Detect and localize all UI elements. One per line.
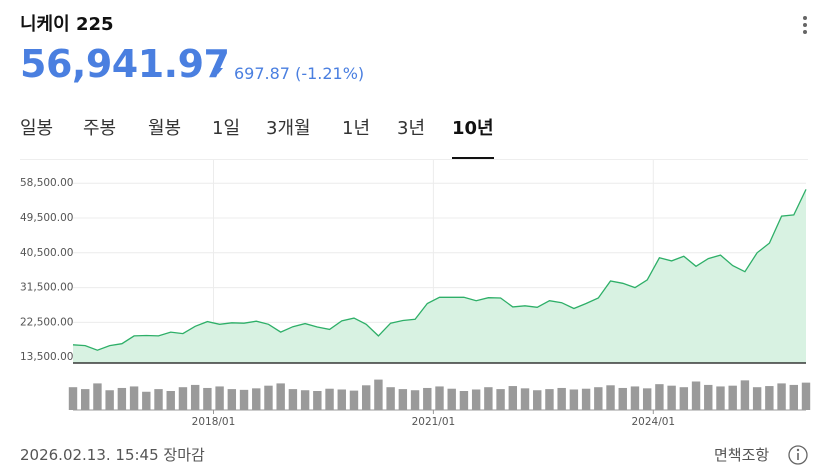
x-tick-label: 2018/01 bbox=[192, 416, 236, 428]
volume-bar bbox=[203, 387, 212, 410]
volume-bar bbox=[520, 388, 530, 410]
title: 니케이 225 bbox=[20, 14, 114, 35]
volume-bar bbox=[508, 386, 518, 410]
volume-bar bbox=[765, 386, 774, 410]
tab[interactable]: 1일 bbox=[212, 118, 241, 139]
volume-bar bbox=[105, 390, 114, 410]
volume-bar bbox=[435, 386, 444, 410]
volume-bar bbox=[361, 385, 371, 410]
volume-bar bbox=[300, 390, 310, 410]
volume-bar bbox=[337, 389, 346, 410]
volume-bar bbox=[423, 387, 432, 410]
volume-bar bbox=[190, 384, 200, 410]
volume-bar bbox=[752, 387, 762, 410]
volume-bar bbox=[630, 386, 640, 410]
volume-bar bbox=[313, 391, 322, 410]
tab-underline bbox=[452, 157, 494, 159]
volume-bar bbox=[740, 380, 750, 410]
volume-bar bbox=[618, 387, 627, 410]
y-tick-label: 58,500.00 bbox=[20, 177, 73, 189]
volume-bar bbox=[447, 388, 456, 410]
volume-bar bbox=[777, 383, 786, 410]
volume-bar bbox=[325, 388, 334, 410]
volume-bar bbox=[68, 387, 78, 410]
volume-bar bbox=[471, 389, 481, 410]
volume-bar bbox=[496, 389, 505, 410]
x-tick-label: 2021/01 bbox=[412, 416, 456, 428]
volume-bar bbox=[484, 387, 493, 410]
timestamp: 2026.02.13. 15:45 장마감 bbox=[20, 446, 205, 464]
y-tick-label: 22,500.00 bbox=[20, 316, 73, 328]
volume-bar bbox=[642, 388, 652, 410]
volume-bar bbox=[704, 384, 713, 410]
volume-bar bbox=[215, 386, 224, 410]
volume-bar bbox=[691, 381, 701, 410]
price: 56,941.97 bbox=[20, 42, 230, 86]
volume-bar bbox=[581, 388, 591, 410]
volume-bar bbox=[239, 389, 249, 410]
tab[interactable]: 3년 bbox=[397, 118, 426, 139]
y-tick-label: 49,500.00 bbox=[20, 212, 73, 224]
menu-button[interactable] bbox=[800, 14, 810, 36]
disclaimer-link[interactable]: 면책조항 bbox=[714, 446, 770, 464]
volume-bar bbox=[557, 387, 566, 410]
volume-bar bbox=[667, 385, 676, 410]
volume-bar bbox=[288, 389, 298, 410]
volume-bar bbox=[606, 385, 615, 410]
tab[interactable]: 1년 bbox=[342, 118, 371, 139]
x-tick-label: 2024/01 bbox=[631, 416, 675, 428]
separator bbox=[20, 159, 808, 160]
volume-bar bbox=[142, 391, 151, 410]
volume-bar bbox=[154, 389, 163, 410]
price-change: 697.87 (-1.21%) bbox=[234, 64, 365, 83]
y-tick-label: 40,500.00 bbox=[20, 247, 73, 259]
volume-bar bbox=[252, 388, 261, 410]
volume-bar bbox=[594, 387, 603, 410]
area-fill bbox=[73, 189, 806, 363]
info-icon[interactable] bbox=[787, 444, 809, 466]
tab[interactable]: 10년 bbox=[452, 118, 494, 139]
volume-bar bbox=[166, 391, 175, 410]
down-arrow bbox=[213, 68, 223, 74]
price-line bbox=[72, 189, 807, 351]
volume-bar bbox=[93, 383, 102, 410]
tab[interactable]: 주봉 bbox=[83, 118, 117, 139]
y-tick-label: 13,500.00 bbox=[20, 351, 73, 363]
tab[interactable]: 일봉 bbox=[20, 118, 54, 139]
volume-bar bbox=[386, 387, 395, 410]
volume-bar bbox=[374, 379, 383, 410]
volume-bar bbox=[178, 387, 188, 410]
volume-bar bbox=[129, 386, 139, 410]
volume-bar bbox=[789, 384, 798, 410]
volume-bar bbox=[117, 387, 127, 410]
chart: 13,500.00 22,500.00 31,500.00 40,500.00 49,5… bbox=[20, 160, 811, 428]
volume-bar bbox=[545, 389, 554, 410]
volume-bar bbox=[801, 382, 811, 410]
volume-bar bbox=[264, 385, 273, 410]
volume-bar bbox=[716, 386, 725, 410]
volume-bar bbox=[728, 385, 737, 410]
volume-bar bbox=[410, 390, 420, 410]
volume-bar bbox=[679, 387, 689, 410]
volume-bar bbox=[81, 389, 90, 410]
volume-bar bbox=[227, 389, 237, 410]
volume-bar bbox=[533, 390, 542, 410]
volume-bar bbox=[569, 389, 579, 410]
tab[interactable]: 월봉 bbox=[148, 118, 182, 139]
tab[interactable]: 3개월 bbox=[266, 118, 311, 139]
volume-bar bbox=[349, 390, 359, 410]
volume-bar bbox=[655, 384, 664, 410]
y-tick-label: 31,500.00 bbox=[20, 282, 73, 294]
volume-bar bbox=[459, 391, 469, 410]
volume-bar bbox=[398, 389, 408, 410]
volume-bar bbox=[276, 383, 285, 410]
